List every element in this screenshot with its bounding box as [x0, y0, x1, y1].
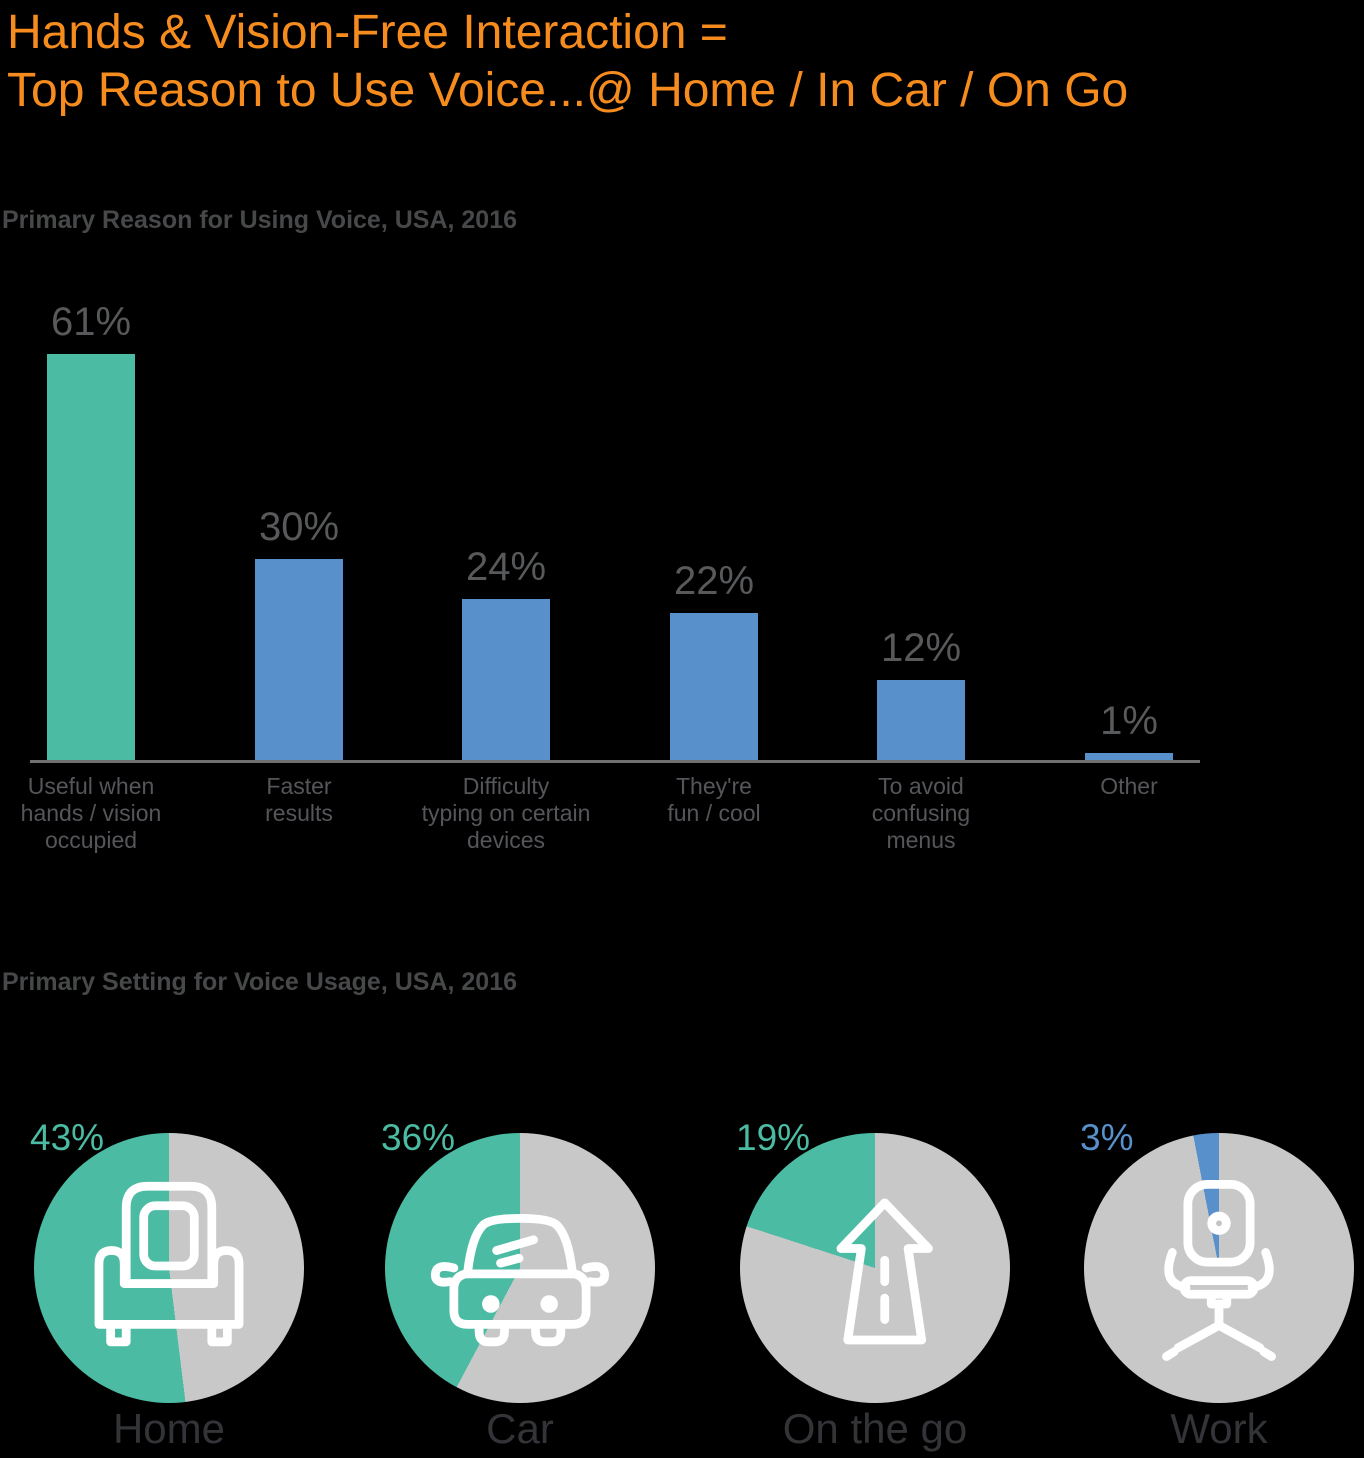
- pie-on-the-go-slice: [740, 1133, 1010, 1403]
- slide-title-line1: Hands & Vision-Free Interaction =: [7, 6, 728, 59]
- armchair-icon: [62, 1161, 276, 1375]
- pie-on-the-go: 19% On the go: [736, 1117, 1010, 1452]
- pie-car-slice: [385, 1133, 655, 1403]
- bar-theyre-fun-cool: [670, 613, 758, 760]
- setting-section-heading: Primary Setting for Voice Usage, USA, 20…: [2, 968, 518, 996]
- slide-title-line2: Top Reason to Use Voice...@ Home / In Ca…: [7, 64, 1129, 117]
- bar-column-useful-when-hands-vision-occupied: 61%: [0, 300, 201, 760]
- reason-chart-heading: Primary Reason for Using Voice, USA, 201…: [2, 206, 518, 234]
- pie-car-percent: 36%: [381, 1117, 456, 1158]
- road-arrow-icon: [768, 1161, 982, 1375]
- bar-other: [1085, 753, 1173, 760]
- bar-useful-when-hands-vision-occupied: [47, 354, 135, 760]
- bar-value-label: 12%: [880, 626, 962, 670]
- slide-title: Hands & Vision-Free Interaction = Top Re…: [7, 4, 1128, 120]
- bar-value-label: 61%: [50, 300, 132, 344]
- bar-value-label: 22%: [673, 559, 755, 603]
- bar-column-difficulty-typing: 24%: [396, 300, 616, 760]
- bar-column-theyre-fun-cool: 22%: [604, 300, 824, 760]
- bar-column-faster-results: 30%: [189, 300, 409, 760]
- axis-label-difficulty-typing: Difficulty typing on certain devices: [421, 773, 591, 853]
- bar-value-label: 24%: [465, 545, 547, 589]
- pie-home-label: Home: [112, 1405, 226, 1452]
- pie-on-the-go-percent: 19%: [736, 1117, 811, 1158]
- pie-car-label: Car: [486, 1405, 554, 1452]
- axis-label-faster-results: Faster results: [265, 773, 333, 826]
- axis-label-other: Other: [1100, 773, 1158, 799]
- axis-label-useful-when: Useful when hands / vision occupied: [20, 773, 162, 853]
- pie-work: 3% Work: [1080, 1117, 1354, 1452]
- bar-column-other: 1%: [1019, 300, 1239, 760]
- office-chair-icon: [1112, 1161, 1326, 1375]
- pie-work-slice: [1084, 1133, 1354, 1403]
- pie-work-label: Work: [1170, 1405, 1268, 1452]
- car-icon: [413, 1161, 627, 1375]
- bar-difficulty-typing: [462, 599, 550, 760]
- axis-label-avoid-confusing-menus: To avoid confusing menus: [871, 773, 971, 853]
- bar-column-avoid-confusing-menus: 12%: [811, 300, 1031, 760]
- bar-value-label: 1%: [1100, 699, 1158, 743]
- pie-home-percent: 43%: [30, 1117, 105, 1158]
- pie-on-the-go-label: On the go: [782, 1405, 968, 1452]
- axis-label-theyre-fun-cool: They're fun / cool: [667, 773, 761, 826]
- pie-work-percent: 3%: [1080, 1117, 1134, 1158]
- bar-faster-results: [255, 559, 343, 760]
- x-axis-line: [30, 760, 1200, 763]
- pie-car: 36% Car: [381, 1117, 655, 1452]
- bar-avoid-confusing-menus: [877, 680, 965, 760]
- bar-value-label: 30%: [258, 505, 340, 549]
- pie-home: 43% Home: [30, 1117, 304, 1452]
